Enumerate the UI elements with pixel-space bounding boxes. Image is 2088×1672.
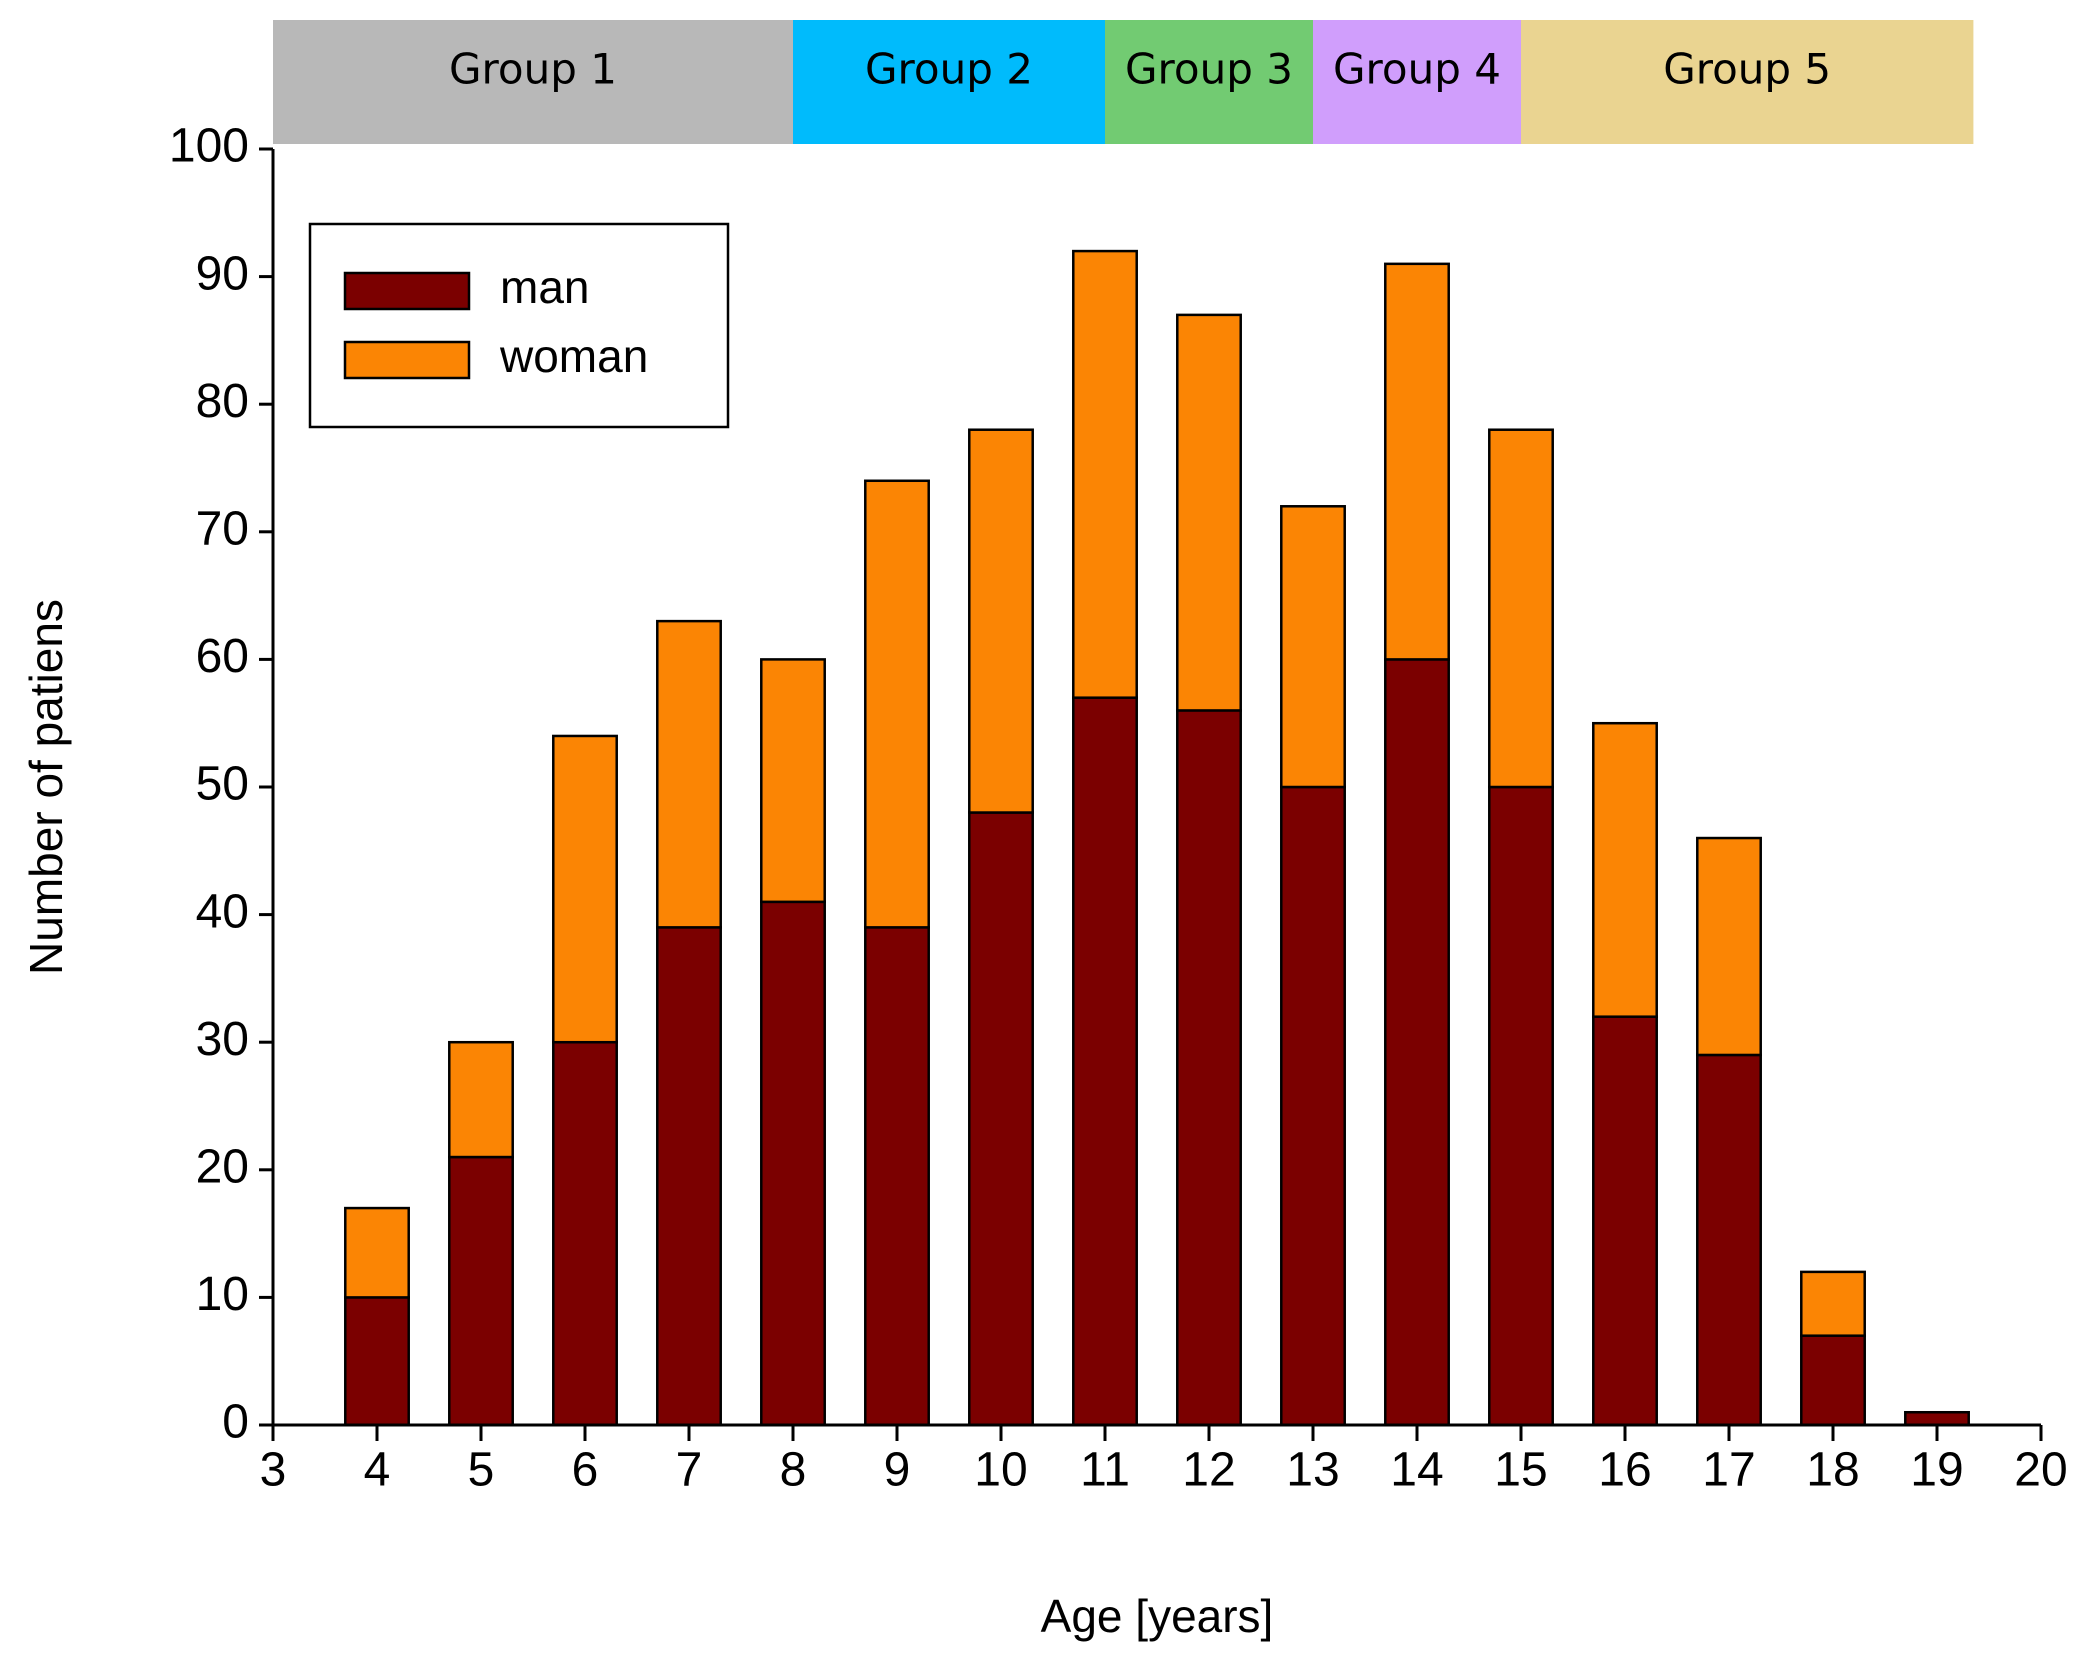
bar-segment <box>1384 658 1450 1427</box>
group-band <box>1521 20 1974 144</box>
x-tick-label: 17 <box>1702 1444 1755 1497</box>
x-tick-label: 18 <box>1806 1444 1859 1497</box>
x-tick-label: 13 <box>1286 1444 1339 1497</box>
bar-segment <box>1696 1053 1762 1427</box>
bar-segment <box>864 926 930 1427</box>
x-tick-label: 10 <box>974 1444 1027 1497</box>
y-tick-label: 0 <box>222 1396 249 1449</box>
bar-segment <box>1592 721 1658 1018</box>
y-tick-label: 40 <box>196 885 249 938</box>
bar-segment <box>344 1296 410 1427</box>
y-tick-label: 100 <box>169 120 249 173</box>
bar-segment <box>864 479 930 929</box>
x-tick-label: 12 <box>1182 1444 1235 1497</box>
group-label: Group 5 <box>1663 45 1831 94</box>
x-tick-label: 4 <box>364 1444 391 1497</box>
x-tick-label: 7 <box>676 1444 703 1497</box>
y-tick-label: 80 <box>196 375 249 428</box>
group-band <box>273 20 793 144</box>
x-tick-label: 20 <box>2014 1444 2067 1497</box>
legend-swatch <box>343 340 471 380</box>
legend-swatch <box>343 271 471 311</box>
bar-segment <box>1280 785 1346 1427</box>
legend-label: woman <box>499 330 648 382</box>
bar-segment <box>760 900 826 1427</box>
bar-segment <box>1280 505 1346 789</box>
bar-segment <box>448 1040 514 1159</box>
bar-segment <box>1696 836 1762 1057</box>
bar-segment <box>1384 262 1450 661</box>
group-band <box>1105 20 1313 144</box>
bar-segment <box>448 1155 514 1427</box>
y-tick-label: 30 <box>196 1013 249 1066</box>
y-tick-label: 50 <box>196 758 249 811</box>
bar-segment <box>968 811 1034 1427</box>
y-tick-label: 20 <box>196 1140 249 1193</box>
x-tick-label: 15 <box>1494 1444 1547 1497</box>
bar-segment <box>1072 696 1138 1427</box>
bar-segment <box>968 428 1034 814</box>
x-tick-label: 3 <box>260 1444 287 1497</box>
group-label: Group 1 <box>449 45 617 94</box>
bar-segment <box>552 1040 618 1427</box>
y-tick-label: 60 <box>196 630 249 683</box>
x-tick-label: 8 <box>780 1444 807 1497</box>
x-tick-label: 6 <box>572 1444 599 1497</box>
legend-label: man <box>500 261 589 313</box>
bar-segment <box>1176 709 1242 1427</box>
bar-segment <box>1904 1410 1970 1427</box>
group-band <box>793 20 1105 144</box>
group-band <box>1313 20 1521 144</box>
y-tick-label: 10 <box>196 1268 249 1321</box>
bar-segment <box>1488 428 1554 789</box>
bar-segment <box>656 619 722 929</box>
bar-segment <box>1800 1270 1866 1337</box>
x-axis-title: Age [years] <box>1041 1590 1274 1642</box>
bar-segment <box>1800 1334 1866 1427</box>
group-label: Group 3 <box>1125 45 1293 94</box>
bar-segment <box>1176 313 1242 712</box>
bar-segment <box>344 1206 410 1299</box>
y-axis-title: Number of patiens <box>20 599 72 975</box>
legend-box <box>308 222 730 429</box>
group-label: Group 4 <box>1333 45 1501 94</box>
group-label: Group 2 <box>865 45 1033 94</box>
bar-segment <box>1488 785 1554 1427</box>
x-tick-label: 5 <box>468 1444 495 1497</box>
x-tick-label: 11 <box>1080 1444 1130 1497</box>
bar-segment <box>1592 1015 1658 1427</box>
x-tick-label: 14 <box>1390 1444 1443 1497</box>
y-tick-label: 90 <box>196 247 249 300</box>
bar-segment <box>552 734 618 1044</box>
x-tick-label: 19 <box>1910 1444 1963 1497</box>
x-tick-label: 9 <box>884 1444 911 1497</box>
bar-segment <box>760 658 826 904</box>
bar-segment <box>1072 249 1138 699</box>
y-tick-label: 70 <box>196 502 249 555</box>
x-tick-label: 16 <box>1598 1444 1651 1497</box>
bar-segment <box>656 926 722 1427</box>
